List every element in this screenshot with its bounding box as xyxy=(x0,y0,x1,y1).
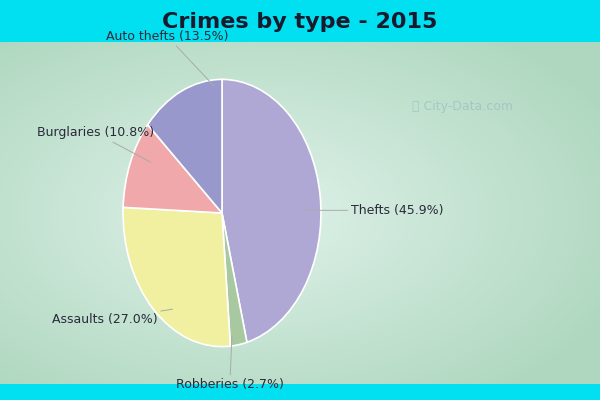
Wedge shape xyxy=(222,213,247,346)
Text: Assaults (27.0%): Assaults (27.0%) xyxy=(52,309,173,326)
Text: Thefts (45.9%): Thefts (45.9%) xyxy=(303,204,443,217)
Text: ⓘ City-Data.com: ⓘ City-Data.com xyxy=(412,100,512,114)
Text: Crimes by type - 2015: Crimes by type - 2015 xyxy=(163,12,437,32)
Text: Burglaries (10.8%): Burglaries (10.8%) xyxy=(37,126,154,162)
Wedge shape xyxy=(123,207,230,346)
Wedge shape xyxy=(222,79,321,342)
Text: Robberies (2.7%): Robberies (2.7%) xyxy=(176,336,284,390)
Text: Auto thefts (13.5%): Auto thefts (13.5%) xyxy=(106,30,229,86)
Wedge shape xyxy=(148,79,222,213)
Wedge shape xyxy=(123,125,222,213)
